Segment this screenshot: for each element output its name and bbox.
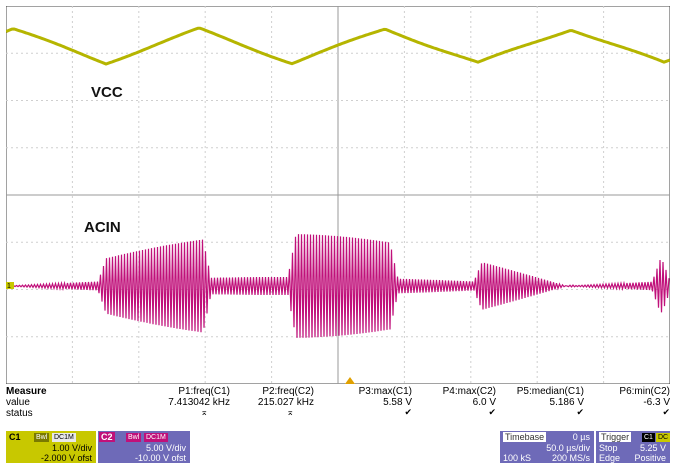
c2-offset: -10.00 V ofst bbox=[134, 453, 186, 463]
trigger-position-marker[interactable] bbox=[345, 377, 355, 384]
timebase-delay: 0 µs bbox=[572, 432, 590, 442]
timebase-descriptor[interactable]: Timebase 0 µs 50.0 µs/div 100 kS 200 MS/… bbox=[500, 431, 594, 463]
acin-trace bbox=[6, 234, 670, 338]
trigger-title: Trigger bbox=[599, 432, 632, 442]
c2-vdiv: 5.00 V/div bbox=[145, 443, 186, 453]
vcc-trace bbox=[6, 26, 670, 66]
param-p5-check-icon: ✔ bbox=[576, 407, 584, 417]
timebase-title: Timebase bbox=[503, 432, 547, 442]
param-p6-check-icon: ✔ bbox=[662, 407, 670, 417]
param-p1-name[interactable]: P1:freq(C1) bbox=[178, 386, 230, 397]
c1-name: C1 bbox=[9, 432, 21, 442]
param-p6-value: -6.3 V bbox=[643, 397, 670, 408]
param-p2-name[interactable]: P2:freq(C2) bbox=[262, 386, 314, 397]
param-p1-warn-icon: ⌅ bbox=[200, 407, 208, 417]
c1-vdiv: 1.00 V/div bbox=[51, 443, 92, 453]
param-p5-name[interactable]: P5:median(C1) bbox=[516, 386, 584, 397]
c2-bwl-tag: Bwl bbox=[126, 433, 142, 442]
param-p1-value: 7.413042 kHz bbox=[168, 397, 230, 408]
trigger-mode: Stop bbox=[599, 443, 618, 453]
acin-label: ACIN bbox=[84, 219, 121, 236]
c2-descriptor[interactable]: C2 Bwl DC1M 5.00 V/div -10.00 V ofst bbox=[98, 431, 190, 463]
waveform-screen: VCC ACIN 1 bbox=[6, 6, 670, 384]
c2-name: C2 bbox=[99, 432, 115, 442]
param-p3-value: 5.58 V bbox=[383, 397, 412, 408]
param-p2-warn-icon: ⌅ bbox=[286, 407, 294, 417]
trigger-level: 5.25 V bbox=[639, 443, 666, 453]
ground-marker[interactable] bbox=[6, 282, 14, 289]
param-p4-name[interactable]: P4:max(C2) bbox=[442, 386, 496, 397]
param-p6-name[interactable]: P6:min(C2) bbox=[619, 386, 670, 397]
ground-marker-label: 1 bbox=[7, 283, 11, 290]
c1-coupling-tag: DC1M bbox=[52, 433, 76, 442]
param-p2-value: 215.027 kHz bbox=[257, 397, 314, 408]
trigger-slope: Positive bbox=[634, 453, 666, 463]
timebase-tdiv: 50.0 µs/div bbox=[546, 443, 590, 453]
timebase-samples: 100 kS bbox=[503, 453, 532, 463]
measure-row-status-label: status bbox=[6, 408, 33, 419]
c1-offset: -2.000 V ofst bbox=[40, 453, 92, 463]
c1-bwl-tag: Bwl bbox=[34, 433, 50, 442]
param-p4-value: 6.0 V bbox=[472, 397, 496, 408]
measure-row-value-label: value bbox=[6, 397, 30, 408]
trigger-coupling: DC bbox=[656, 433, 671, 442]
measure-panel: Measure value status P1:freq(C1) 7.41304… bbox=[6, 386, 670, 430]
trigger-source: C1 bbox=[642, 433, 655, 442]
c2-coupling-tag: DC1M bbox=[144, 433, 168, 442]
param-p3-check-icon: ✔ bbox=[404, 407, 412, 417]
param-p4-check-icon: ✔ bbox=[488, 407, 496, 417]
channel-settings-bar: C1 Bwl DC1M 1.00 V/div -2.000 V ofst C2 … bbox=[6, 431, 671, 463]
c1-descriptor[interactable]: C1 Bwl DC1M 1.00 V/div -2.000 V ofst bbox=[6, 431, 96, 463]
trigger-type: Edge bbox=[599, 453, 621, 463]
timebase-rate: 200 MS/s bbox=[551, 453, 590, 463]
param-p5-value: 5.186 V bbox=[549, 397, 584, 408]
vcc-label: VCC bbox=[91, 84, 123, 101]
param-p3-name[interactable]: P3:max(C1) bbox=[358, 386, 412, 397]
trigger-descriptor[interactable]: Trigger C1 DC Stop 5.25 V Edge Positive bbox=[596, 431, 671, 463]
measure-title: Measure bbox=[6, 386, 47, 397]
